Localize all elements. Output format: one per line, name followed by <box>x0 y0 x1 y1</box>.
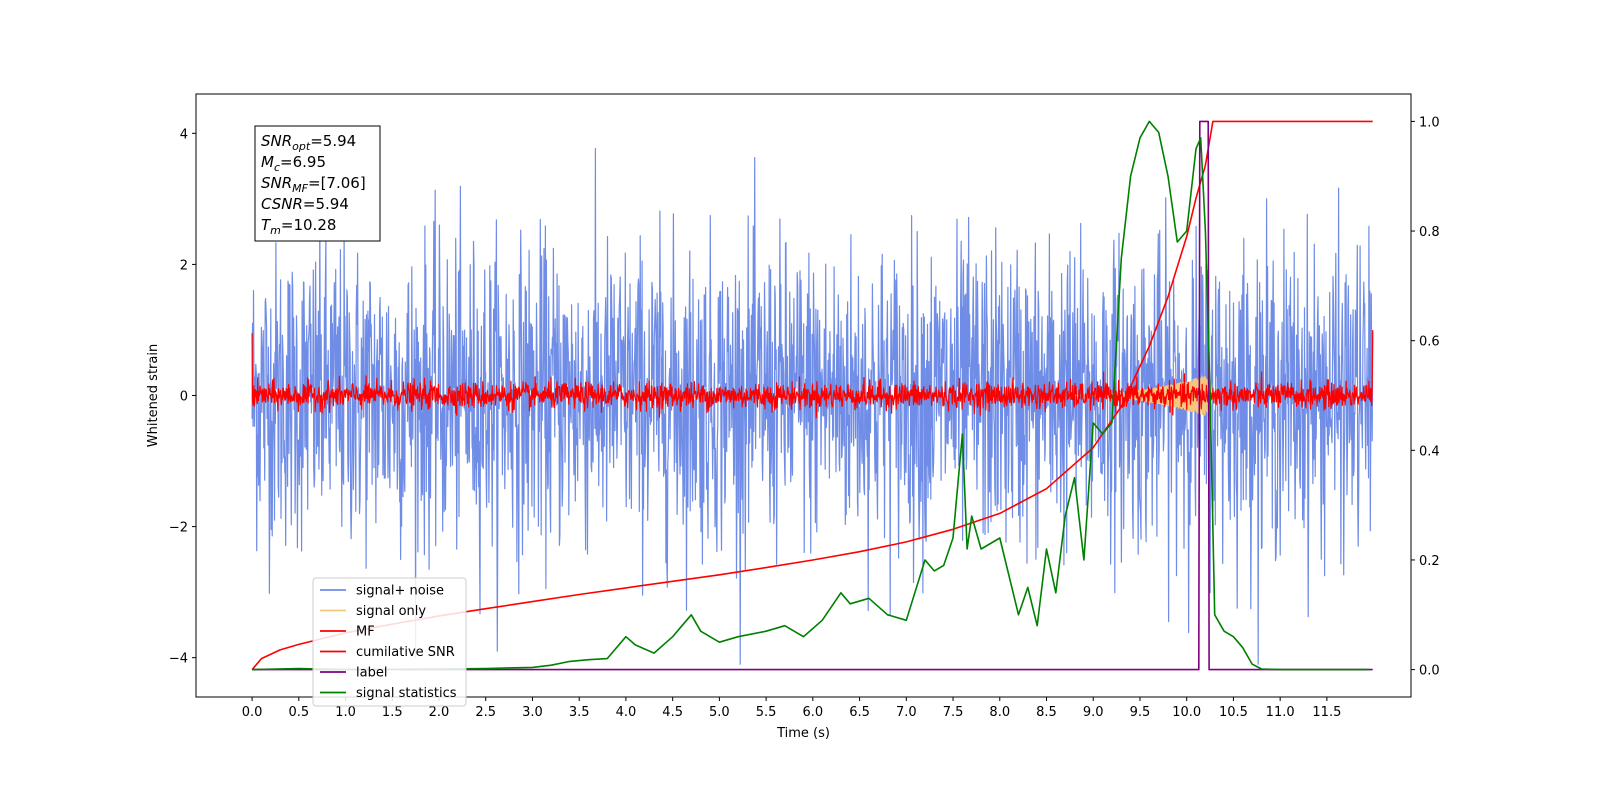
y-left-tick-label: 0 <box>180 390 188 405</box>
y-left-tick-label: −2 <box>169 521 188 536</box>
annotation-line: SNRopt=5.94 <box>261 132 356 153</box>
x-tick-label: 4.0 <box>616 705 637 720</box>
x-tick-label: 0.5 <box>288 705 309 720</box>
y-right-tick-label: 0.4 <box>1419 444 1440 459</box>
legend-label: cumilative SNR <box>356 645 455 660</box>
legend: signal+ noise signal only MF cumilative SNR… <box>312 577 467 707</box>
legend-frame <box>312 577 467 707</box>
x-tick-label: 2.5 <box>475 705 496 720</box>
y-right-tick-label: 0.2 <box>1419 554 1440 569</box>
x-tick-label: 6.5 <box>849 705 870 720</box>
x-tick-label: 5.0 <box>709 705 730 720</box>
annotation-line: CSNR=5.94 <box>261 195 349 213</box>
x-tick-label: 8.5 <box>1036 705 1057 720</box>
x-axis-title: Time (s) <box>776 726 830 741</box>
x-tick-label: 5.5 <box>756 705 777 720</box>
legend-label: signal statistics <box>356 686 457 701</box>
x-axis: 0.0 0.5 1.0 1.5 2.0 2.5 3.0 3.5 4.0 4.5 5.0 5.5 6.0 6… <box>242 697 1341 720</box>
x-tick-label: 10.5 <box>1219 705 1248 720</box>
x-tick-label: 11.5 <box>1312 705 1341 720</box>
x-tick-label: 3.5 <box>569 705 590 720</box>
y-axis-left-title: Whitened strain <box>146 344 161 447</box>
legend-label: signal+ noise <box>356 584 444 599</box>
x-tick-label: 3.0 <box>522 705 543 720</box>
y-axis-left: −4 −2 0 2 4 <box>169 127 196 667</box>
x-tick-label: 11.0 <box>1266 705 1295 720</box>
series-mf <box>251 329 1374 419</box>
x-tick-label: 7.0 <box>896 705 917 720</box>
annotation-line: Mc=6.95 <box>261 153 326 174</box>
y-left-tick-label: 2 <box>180 258 188 273</box>
y-left-tick-label: −4 <box>169 652 188 667</box>
x-tick-label: 6.0 <box>803 705 824 720</box>
y-right-tick-label: 1.0 <box>1419 115 1440 130</box>
legend-label: MF <box>356 625 375 640</box>
x-tick-label: 10.0 <box>1172 705 1201 720</box>
x-tick-label: 9.0 <box>1083 705 1104 720</box>
x-tick-label: 2.0 <box>429 705 450 720</box>
legend-label: signal only <box>356 604 426 619</box>
y-axis-right: 0.0 0.2 0.4 0.6 0.8 1.0 <box>1411 115 1440 679</box>
x-tick-label: 9.5 <box>1130 705 1151 720</box>
x-tick-label: 4.5 <box>662 705 683 720</box>
y-left-tick-label: 4 <box>180 127 188 142</box>
series-label <box>252 120 1373 671</box>
y-right-tick-label: 0.6 <box>1419 335 1440 350</box>
y-right-tick-label: 0.8 <box>1419 225 1440 240</box>
x-tick-label: 7.5 <box>943 705 964 720</box>
y-right-tick-label: 0.0 <box>1419 664 1440 679</box>
x-tick-label: 1.0 <box>335 705 356 720</box>
x-tick-label: 8.0 <box>989 705 1010 720</box>
x-tick-label: 0.0 <box>242 705 263 720</box>
annotation-line: SNRMF=[7.06] <box>261 174 366 195</box>
x-tick-label: 1.5 <box>382 705 403 720</box>
annotation-frame <box>254 125 381 242</box>
annotation-line: Tm=10.28 <box>261 216 336 237</box>
legend-label: label <box>356 666 387 681</box>
series-signal-statistics <box>252 120 1369 671</box>
